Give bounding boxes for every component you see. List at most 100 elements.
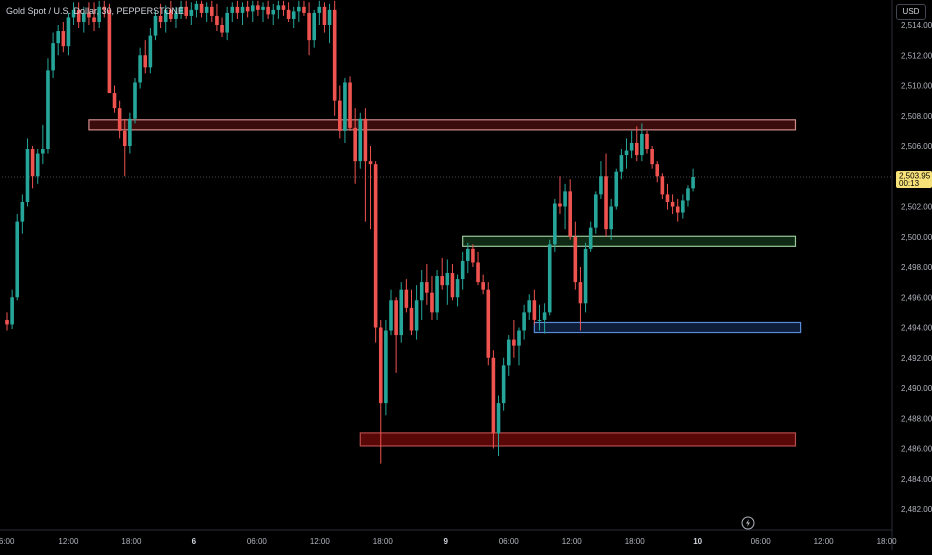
candle-body [435, 276, 439, 313]
candle-body [542, 312, 547, 320]
candle-body [281, 5, 286, 10]
candle-body [476, 262, 480, 283]
y-tick-label: 2,510.000 [901, 82, 932, 91]
candle-body [532, 300, 537, 320]
candle-body [322, 6, 327, 25]
x-tick-label: 06:00 [499, 537, 520, 546]
lightning-bolt [746, 519, 750, 527]
candle-body [51, 43, 55, 71]
candle-body [291, 11, 296, 19]
candle-body [629, 142, 634, 151]
candle-body [332, 9, 337, 101]
candle-body [230, 6, 235, 13]
x-tick-label: 18:00 [121, 537, 142, 546]
candle-body [537, 319, 542, 321]
candle-body [517, 330, 521, 346]
candle-body [389, 300, 393, 331]
candle-body [378, 327, 383, 404]
candle-body [640, 133, 644, 156]
candle-body [481, 282, 485, 290]
candle-body [297, 6, 301, 12]
candle-body [450, 273, 455, 298]
candle-body [61, 31, 66, 47]
y-tick-label: 2,514.000 [901, 21, 932, 30]
candle-body [496, 403, 501, 434]
candle-body [261, 6, 265, 10]
candle-body [199, 3, 204, 13]
candle-body [128, 118, 132, 146]
x-tick-label: 18:00 [625, 537, 646, 546]
y-tick-label: 2,498.000 [901, 263, 932, 272]
zone-demand[interactable] [359, 432, 797, 447]
zone-support-green[interactable] [462, 235, 797, 247]
candle-body [419, 282, 424, 301]
candle-body [107, 9, 112, 94]
candle-body [686, 188, 690, 201]
x-tick-label: 18:00 [373, 537, 394, 546]
candle-body [66, 17, 71, 47]
candle-body [184, 6, 188, 16]
candle-body [312, 12, 316, 41]
y-tick-label: 2,500.000 [901, 233, 932, 242]
candle-body [143, 55, 148, 68]
candle-body [394, 300, 398, 336]
symbol-title: Gold Spot / U.S. Dollar, 30, PEPPERSTONE [6, 6, 184, 16]
candle-body [384, 330, 388, 404]
candle-body [660, 176, 665, 195]
candle-body [506, 339, 511, 366]
zone-support-blue[interactable] [533, 321, 802, 334]
candle-body [634, 142, 639, 156]
x-tick-label: 18:00 [877, 537, 898, 546]
candle-body [501, 365, 506, 404]
y-tick-label: 2,506.000 [901, 142, 932, 151]
candle-body [691, 177, 695, 189]
zone-resistance[interactable] [88, 119, 797, 131]
candle-body [235, 6, 240, 13]
candle-body [220, 25, 224, 33]
candle-body [276, 5, 281, 10]
candle-body [158, 15, 163, 22]
currency-badge[interactable]: USD [896, 4, 926, 20]
candle-body [138, 55, 142, 83]
candle-body [35, 153, 40, 177]
y-tick-label: 2,492.000 [901, 354, 932, 363]
candle-body [466, 248, 470, 261]
candle-body [404, 289, 409, 308]
y-tick-label: 2,494.000 [901, 324, 932, 333]
candle-body [102, 6, 107, 10]
candle-body [56, 31, 60, 44]
candle-body [174, 12, 178, 19]
candle-body [271, 9, 276, 15]
last-price-tag [896, 171, 932, 189]
candle-body [30, 149, 35, 177]
candle-body [563, 191, 567, 207]
candle-body [430, 292, 434, 313]
candle-body [594, 194, 598, 228]
candle-body [245, 6, 250, 12]
candle-body [440, 276, 444, 286]
candle-body [179, 6, 183, 13]
candle-body [681, 200, 685, 213]
candle-body [665, 194, 670, 202]
candle-body [588, 227, 593, 249]
lightning-icon[interactable] [741, 516, 755, 530]
x-tick-label: 12:00 [814, 537, 835, 546]
candle-body [348, 82, 352, 128]
candle-body [317, 6, 322, 13]
candle-body [558, 203, 562, 207]
candle-body [655, 164, 660, 177]
candle-body [624, 150, 629, 156]
candle-body [547, 244, 552, 313]
candle-body [614, 171, 619, 207]
candle-body [153, 15, 158, 36]
candle-body [122, 130, 127, 146]
candle-body [82, 12, 86, 22]
candle-body [445, 273, 450, 286]
last-price-label: 2,503.95 [899, 172, 931, 181]
y-tick-label: 2,488.000 [901, 414, 932, 423]
candle-body [491, 357, 496, 434]
candle-body [189, 9, 194, 16]
candle-body [25, 149, 30, 202]
